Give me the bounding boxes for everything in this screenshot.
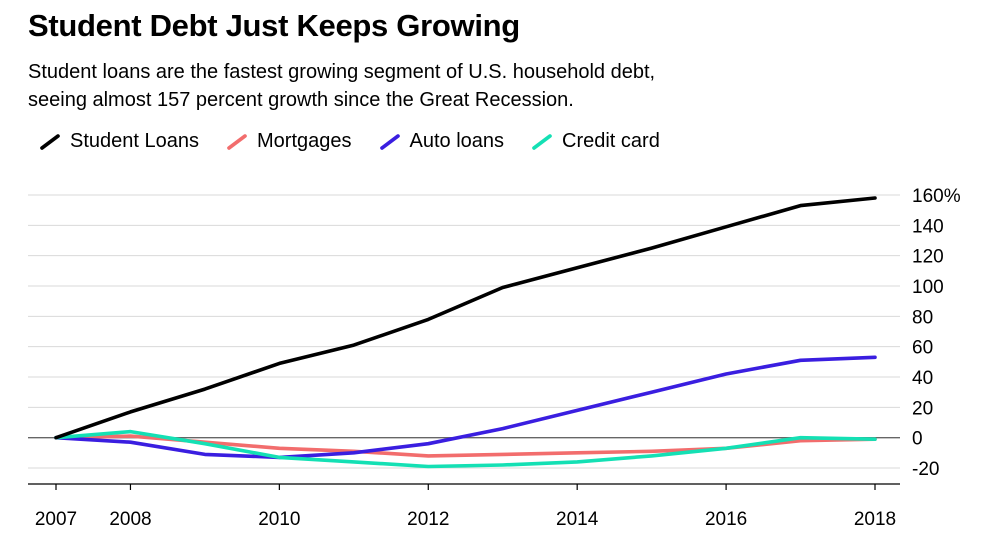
x-tick-label: 2010 xyxy=(258,509,300,530)
y-tick-label: 120 xyxy=(912,247,944,268)
series-line-credit-card xyxy=(54,429,877,469)
x-tick-label: 2016 xyxy=(705,509,747,530)
legend-label: Auto loans xyxy=(409,130,505,152)
legend-item-credit-card: Credit card xyxy=(532,130,660,153)
legend-swatch-line xyxy=(379,133,400,150)
y-tick-label: 40 xyxy=(912,368,933,389)
y-tick-label: 160% xyxy=(912,186,961,207)
chart-subtitle: Student loans are the fastest growing se… xyxy=(28,58,928,114)
legend-label: Student Loans xyxy=(70,130,199,152)
x-tick-label: 2014 xyxy=(556,509,599,530)
y-tick-label: 20 xyxy=(912,398,933,419)
legend-swatch-line xyxy=(227,133,247,150)
x-tick-label: 2012 xyxy=(407,509,449,530)
legend-swatch xyxy=(227,133,247,150)
y-tick-label: 0 xyxy=(912,429,923,450)
x-tick-label: 2007 xyxy=(35,509,77,530)
series-line-auto-loans xyxy=(54,355,877,460)
legend-swatch-line xyxy=(532,133,552,150)
legend-swatch xyxy=(40,133,60,150)
legend-item-mortgages: Mortgages xyxy=(227,130,352,153)
legend: Student Loans Mortgages Auto loans Credit c… xyxy=(40,130,688,153)
y-tick-label: 60 xyxy=(912,338,933,359)
legend-item-student-loans: Student Loans xyxy=(40,130,199,153)
legend-swatch-line xyxy=(40,133,60,150)
legend-label: Credit card xyxy=(562,130,660,152)
legend-swatch xyxy=(532,133,552,150)
subtitle-line-2: seeing almost 157 percent growth since t… xyxy=(28,89,574,111)
x-tick-label: 2008 xyxy=(109,509,151,530)
chart-title: Student Debt Just Keeps Growing xyxy=(28,8,520,43)
series-line-student-loans xyxy=(54,196,877,440)
y-tick-label: -20 xyxy=(912,459,939,480)
y-tick-label: 140 xyxy=(912,216,944,237)
legend-label: Mortgages xyxy=(257,130,352,152)
x-tick-label: 2018 xyxy=(854,509,896,530)
y-tick-label: 80 xyxy=(912,307,933,328)
legend-swatch xyxy=(379,133,400,150)
subtitle-line-1: Student loans are the fastest growing se… xyxy=(28,61,656,83)
legend-item-auto-loans: Auto loans xyxy=(379,130,505,153)
y-tick-label: 100 xyxy=(912,277,944,298)
